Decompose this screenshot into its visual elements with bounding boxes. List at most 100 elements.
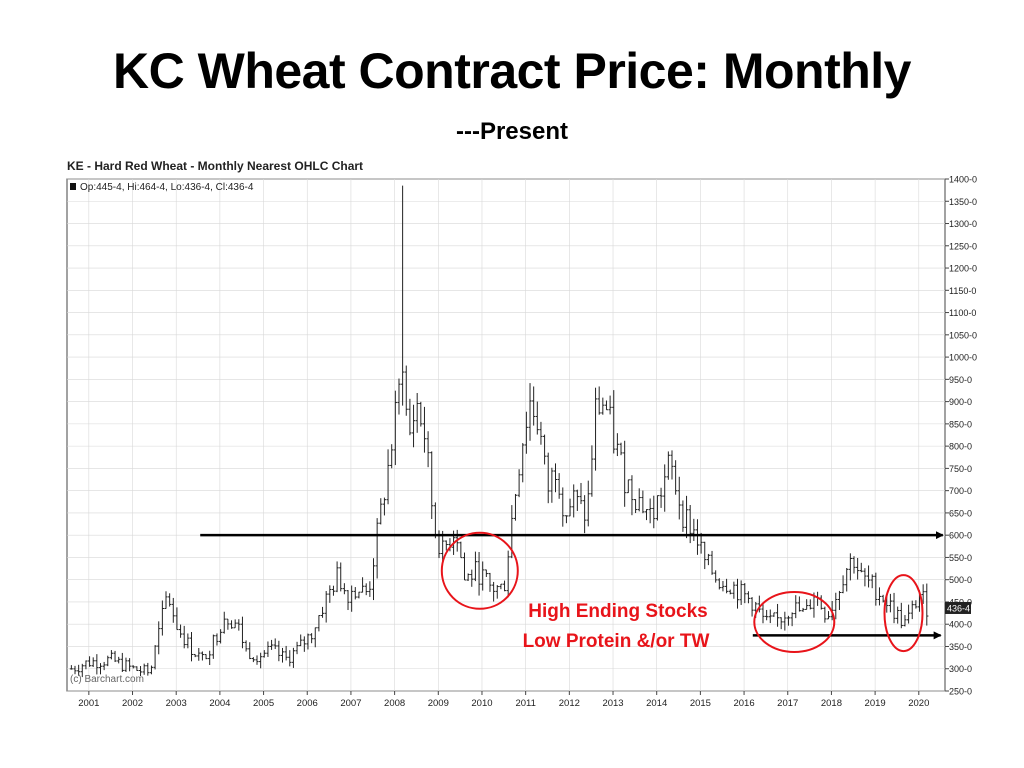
ohlc-bar: [823, 606, 827, 623]
ohlc-bar: [135, 666, 139, 672]
x-tick-label: 2016: [733, 698, 754, 709]
ohlc-bar: [368, 581, 372, 597]
x-tick-label: 2014: [646, 698, 667, 709]
ohlc-bar: [291, 647, 296, 668]
y-tick-label: 1000-0: [949, 353, 977, 363]
ohlc-bar: [168, 593, 172, 607]
ohlc-bar: [575, 489, 579, 511]
ohlc-bar: [470, 569, 474, 587]
ohlc-bar: [717, 578, 721, 590]
ohlc-bar: [532, 386, 536, 426]
ohlc-bar: [863, 568, 867, 587]
ohlc-bar: [317, 615, 321, 632]
ohlc-bar: [677, 476, 681, 520]
ohlc-bar: [790, 612, 794, 627]
ohlc-bar: [703, 541, 707, 570]
x-tick-label: 2002: [122, 698, 143, 709]
ohlc-bar: [153, 645, 157, 670]
ohlc-bar: [706, 553, 710, 566]
y-tick-label: 750-0: [949, 464, 972, 474]
ohlc-bar: [379, 498, 383, 525]
ohlc-bar: [375, 518, 379, 579]
ohlc-bar: [310, 633, 314, 644]
ohlc-bar: [899, 602, 903, 629]
y-tick-label: 900-0: [949, 397, 972, 407]
last-price-label: 436-4: [947, 603, 970, 613]
ohlc-bar: [906, 604, 911, 624]
ohlc-bar: [488, 572, 492, 592]
ohlc-bar: [128, 658, 132, 672]
ohlc-bar: [415, 393, 419, 433]
y-tick-label: 1100-0: [949, 308, 976, 318]
ohlc-bar: [222, 611, 226, 634]
annotations: High Ending Stocks Low Protein &/or TW: [200, 531, 944, 653]
ohlc-bar: [302, 636, 306, 652]
ohlc-bar: [714, 570, 718, 583]
y-tick-label: 650-0: [949, 508, 972, 518]
chart-title: KE - Hard Red Wheat - Monthly Nearest OH…: [67, 159, 363, 173]
ohlc-bar: [896, 606, 900, 624]
ohlc-bar: [80, 663, 84, 678]
watermark: (c) Barchart.com: [70, 674, 144, 685]
ohlc-bar: [750, 597, 754, 617]
ohlc-bar: [157, 621, 161, 655]
annotation-high-ending-stocks: High Ending Stocks: [528, 601, 707, 622]
ohlc-bar: [200, 651, 205, 661]
ohlc-bar: [783, 611, 787, 631]
ohlc-bar: [877, 587, 882, 606]
ohlc-bar: [852, 556, 856, 574]
ohlc-bar: [120, 652, 124, 673]
y-tick-label: 850-0: [949, 419, 972, 429]
ohlc-bar: [164, 591, 168, 609]
ohlc-bar: [724, 578, 729, 594]
ohlc-bar: [426, 431, 430, 468]
x-tick-label: 2009: [428, 698, 449, 709]
ohlc-bar: [921, 584, 925, 604]
y-tick-label: 950-0: [949, 375, 972, 385]
ohlc-bar: [353, 587, 357, 600]
ohlc-bar: [739, 580, 743, 605]
ohlc-bar: [109, 650, 114, 660]
ohlc-bar: [761, 603, 765, 624]
legend-swatch: [70, 183, 76, 190]
ohlc-bar: [808, 599, 812, 610]
ohlc-bar: [801, 607, 805, 612]
ohlc-bar: [484, 569, 488, 577]
ohlc-bar: [189, 632, 194, 662]
ohlc-bar: [524, 411, 528, 454]
ohlc-bar: [219, 629, 223, 644]
ohlc-bar: [419, 401, 423, 427]
annotation-low-protein: Low Protein &/or TW: [523, 631, 710, 652]
ohlc-bar: [735, 578, 740, 609]
ohlc-bar: [626, 479, 630, 494]
ohlc-bar: [910, 600, 914, 620]
ohlc-bar: [382, 497, 387, 516]
ohlc-bar: [131, 665, 135, 669]
ohlc-bar: [87, 656, 92, 667]
ohlc-bar: [826, 611, 831, 620]
ohlc-bar: [593, 387, 598, 471]
ohlc-bar: [859, 562, 863, 573]
ohlc-bar: [306, 633, 310, 650]
ohlc-bar: [248, 642, 252, 660]
ohlc-bar: [244, 640, 248, 652]
ohlc-bar: [914, 600, 918, 609]
highlight-circle-2016-2018: [753, 590, 836, 653]
x-tick-label: 2003: [166, 698, 187, 709]
ohlc-bar: [604, 400, 609, 411]
ohlc-bar: [903, 615, 907, 627]
y-tick-label: 1150-0: [949, 286, 976, 296]
ohlc-bar: [597, 386, 601, 415]
ohlc-bar: [411, 404, 416, 448]
ohlc-bar: [644, 509, 649, 521]
y-tick-label: 350-0: [949, 642, 972, 652]
grid-lines: [67, 178, 945, 692]
ohlc-bar: [73, 665, 77, 675]
ohlc-bar: [182, 625, 186, 649]
ohlc-bar: [98, 663, 103, 675]
ohlc-bar: [728, 589, 732, 595]
ohlc-bar: [328, 585, 332, 603]
ohlc-bar: [619, 442, 623, 456]
ohlc-bar: [102, 661, 106, 671]
ohlc-bar: [670, 450, 674, 480]
